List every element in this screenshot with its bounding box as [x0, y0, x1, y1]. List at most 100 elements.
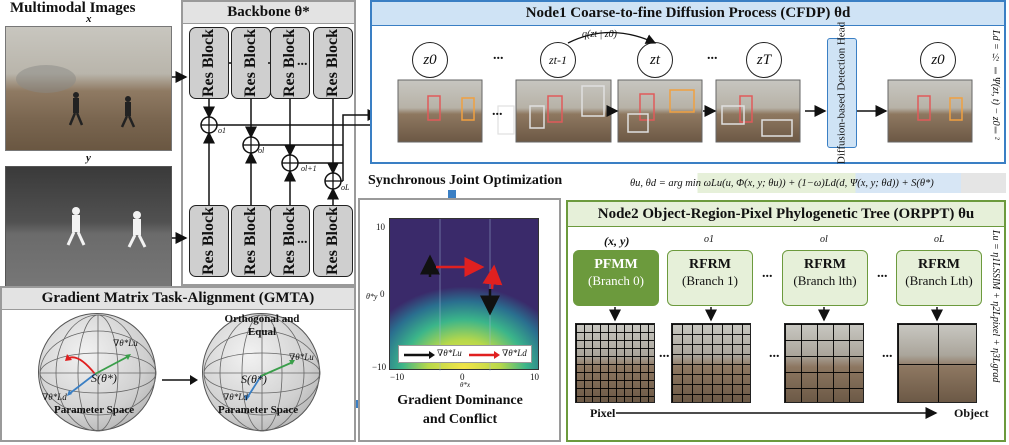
right-reg-label: S(θ*)	[241, 372, 267, 386]
res-block-top-3: Res Block	[270, 27, 310, 99]
branch-1-box: RFRM (Branch 1)	[667, 250, 753, 306]
orppt-arrows	[609, 307, 943, 419]
branch-sub: (Branch 0)	[588, 273, 644, 288]
transition-label: q(zt | z0)	[582, 29, 617, 40]
res-block-label: Res Block	[242, 29, 259, 97]
y-label: y	[86, 152, 91, 164]
orppt-dots-top: ...	[762, 266, 773, 281]
res-block-label: Res Block	[200, 29, 217, 97]
state-label: zT	[756, 51, 772, 68]
branch-L-input: oL	[934, 234, 945, 245]
backbone-dots-top: ...	[297, 54, 308, 69]
x-tick-right: 10	[530, 372, 539, 382]
pixel-grid-1	[671, 323, 751, 403]
axis-pixel: Pixel	[590, 406, 616, 420]
x-tick-left: −10	[390, 372, 405, 382]
res-block-top-4: Res Block	[313, 27, 353, 99]
cfdp-images	[397, 79, 973, 143]
landscape-caption-1: Gradient Dominance	[397, 393, 523, 408]
state-zt: zt	[637, 42, 673, 78]
branch-0-box: PFMM (Branch 0)	[573, 250, 659, 306]
res-block-top-2: Res Block	[231, 27, 271, 99]
output-ol1: ol+1	[301, 164, 317, 173]
legend-box: ∇θ*Lu ∇θ*Ld	[398, 345, 532, 363]
branch-l-input: ol	[820, 234, 828, 245]
y-axis-label: θ*y	[366, 292, 378, 301]
cfdp-loss: Ld = ½ ‖Ψ(zt, t) − z0‖²	[990, 30, 1001, 140]
gmta-title: Gradient Matrix Task-Alignment (GMTA)	[41, 290, 315, 306]
landscape-caption-2: and Conflict	[422, 412, 498, 427]
joint-optimization-label: Synchronous Joint Optimization	[368, 173, 563, 188]
detection-head: Diffusion-based Detection Head	[827, 22, 857, 164]
output-ol: ol	[258, 146, 265, 155]
res-block-label: Res Block	[324, 207, 341, 275]
state-zT: zT	[746, 42, 782, 78]
rgb-image	[5, 26, 172, 151]
x-tick-mid: 0	[460, 372, 465, 382]
branch-name: RFRM	[804, 257, 846, 272]
orppt-title: Node2 Object-Region-Pixel Phylogenetic T…	[597, 206, 975, 222]
state-label: zt	[649, 51, 660, 68]
branch-1-input: o1	[704, 234, 714, 245]
left-grad-d: ∇θ*Ld	[42, 392, 67, 402]
orppt-dots-grid-2: ...	[769, 346, 780, 361]
state-zt-1: zt-1	[540, 42, 576, 78]
right-grad-d: ∇θ*Ld	[223, 392, 248, 402]
cfdp-title-box: Node1 Coarse-to-fine Diffusion Process (…	[372, 2, 1004, 26]
infrared-image	[5, 166, 172, 290]
state-label: z0	[423, 51, 437, 68]
multimodal-images-title: Multimodal Images	[10, 0, 136, 16]
backbone-dots-bottom: ...	[297, 232, 308, 247]
right-sphere: Orthogonal and Equal S(θ*) ∇θ*Lu ∇θ*Ld P…	[202, 313, 321, 432]
res-block-bottom-4: Res Block	[313, 205, 353, 277]
cfdp-arrows	[567, 31, 657, 44]
orppt-loss: Lu = η1LSSIM + η2Lpixel + η3Lgrad	[990, 230, 1001, 383]
x-axis-label: θ*x	[460, 381, 471, 389]
branch-name: PFMM	[594, 257, 638, 272]
branch-l-box: RFRM (Branch lth)	[782, 250, 868, 306]
right-grad-u: ∇θ*Lu	[289, 352, 314, 362]
pixel-grid-0	[575, 323, 655, 403]
state-z0-end: z0	[920, 42, 956, 78]
orppt-dots-grid-1: ...	[659, 346, 670, 361]
y-tick-bottom: −10	[372, 362, 387, 372]
y-tick-top: 10	[376, 222, 385, 232]
joint-equation-text: θu, θd = arg min ωLu(u, Φ(x, y; θu)) + (…	[630, 178, 934, 189]
orppt-dots-grid-3: ...	[882, 346, 893, 361]
res-block-bottom-3: Res Block	[270, 205, 310, 277]
res-block-top-1: Res Block	[189, 27, 229, 99]
cfdp-title: Node1 Coarse-to-fine Diffusion Process (…	[525, 5, 851, 21]
axis-object: Object	[954, 406, 989, 420]
res-block-bottom-1: Res Block	[189, 205, 229, 277]
backbone-title-box: Backbone θ*	[183, 2, 354, 24]
cfdp-dots-3: ...	[492, 104, 503, 119]
joint-equation: θu, θd = arg min ωLu(u, Φ(x, y; θu)) + (…	[630, 173, 1006, 193]
pixel-grid-l	[784, 323, 864, 403]
legend-grad-d: ∇θ*Ld	[502, 348, 527, 358]
cfdp-dots-2: ...	[707, 48, 718, 63]
branch-sub: (Branch Lth)	[905, 273, 973, 288]
backbone-title: Backbone θ*	[227, 4, 310, 20]
output-o1: o1	[218, 126, 226, 135]
gmta-arrow	[162, 375, 198, 385]
right-title-1: Orthogonal and	[224, 313, 300, 325]
state-z0-start: z0	[412, 42, 448, 78]
left-sphere: S(θ*) ∇θ*Lu ∇θ*Ld Parameter Space	[38, 313, 157, 432]
right-space-label: Parameter Space	[218, 404, 299, 416]
landscape-plot: ∇θ*Lu ∇θ*Ld	[389, 218, 539, 371]
res-block-bottom-2: Res Block	[231, 205, 271, 277]
cfdp-dots-1: ...	[493, 48, 504, 63]
state-label: zt-1	[549, 52, 567, 67]
state-label: z0	[931, 51, 945, 68]
x-label: x	[86, 13, 92, 25]
branch-sub: (Branch lth)	[793, 273, 857, 288]
left-reg-label: S(θ*)	[91, 371, 117, 385]
legend-grad-u: ∇θ*Lu	[437, 348, 462, 358]
right-title-2: Equal	[247, 326, 277, 338]
y-tick-mid: 0	[380, 289, 385, 299]
gmta-title-box: Gradient Matrix Task-Alignment (GMTA)	[2, 288, 354, 310]
res-block-label: Res Block	[200, 207, 217, 275]
left-grad-u: ∇θ*Lu	[113, 338, 138, 348]
branch-name: RFRM	[689, 257, 731, 272]
orppt-title-box: Node2 Object-Region-Pixel Phylogenetic T…	[568, 202, 1004, 227]
